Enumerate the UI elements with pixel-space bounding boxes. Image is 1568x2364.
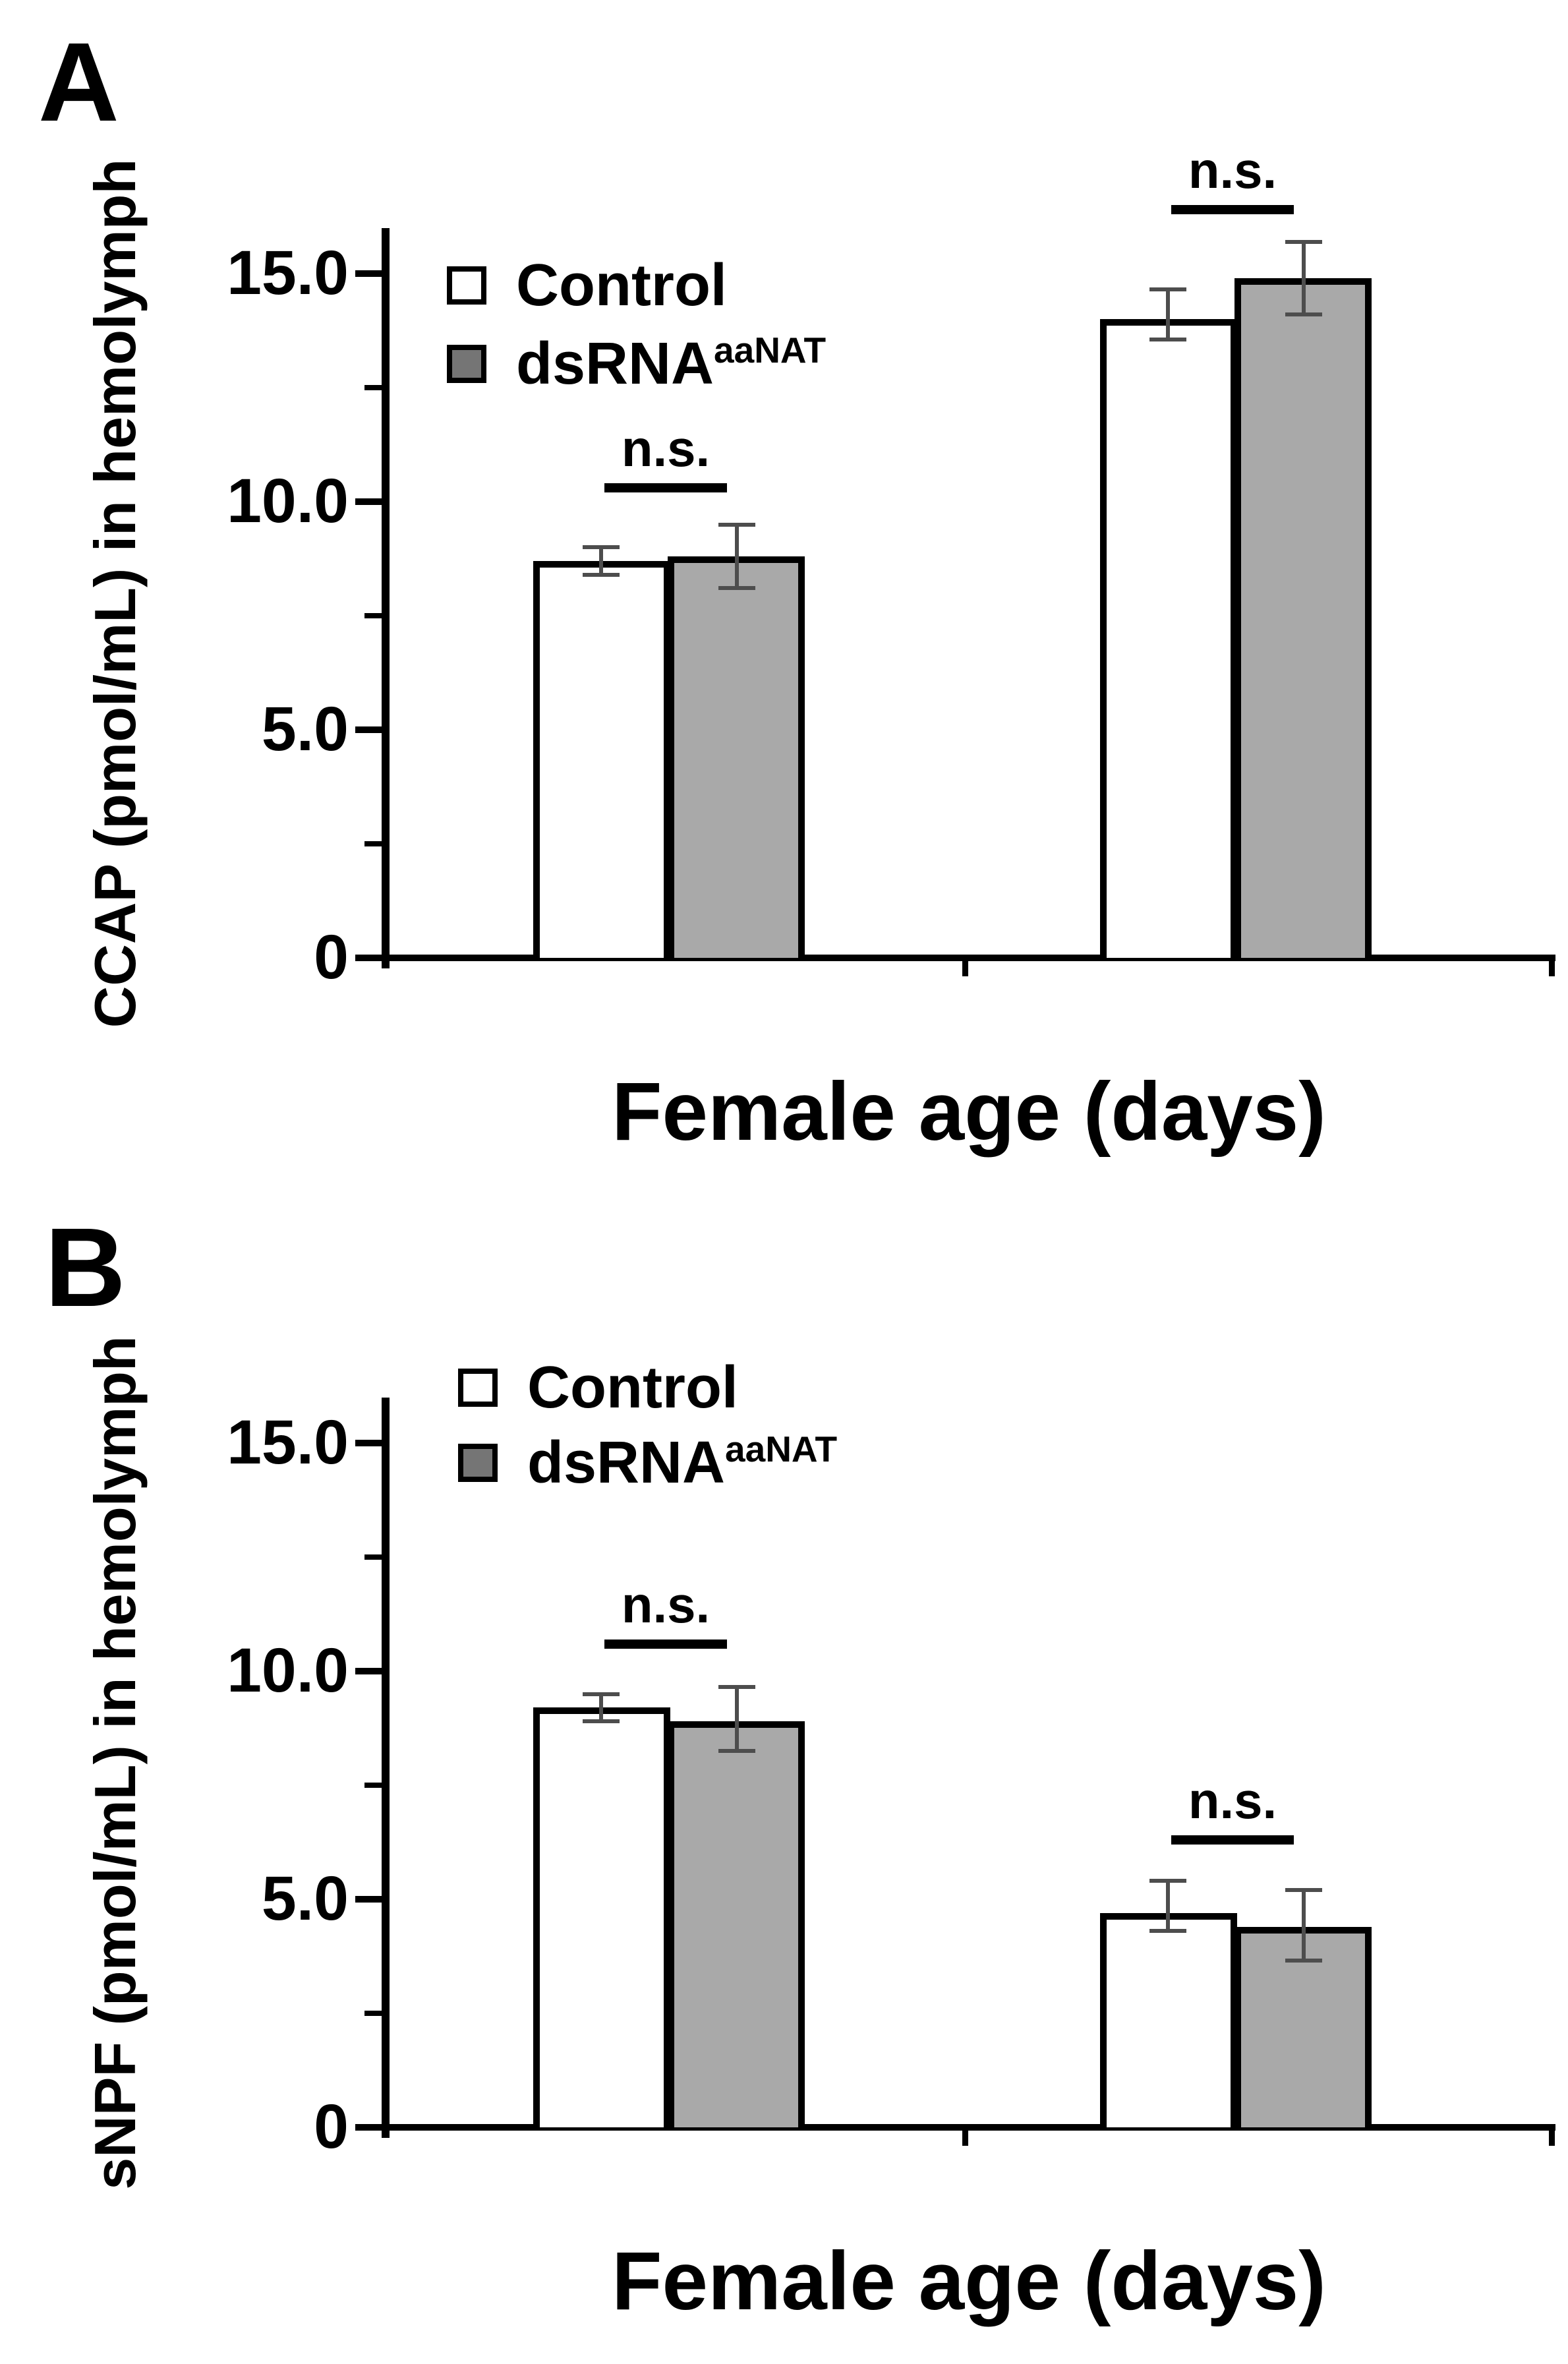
error-bar-cap-bottom <box>583 572 620 577</box>
y-axis-tick-label: 5.0 <box>261 694 349 764</box>
y-axis-minor-tick <box>364 1554 382 1560</box>
panel-a-x-axis-title: Female age (days) <box>612 1066 1326 1158</box>
y-axis-major-tick <box>355 2124 382 2131</box>
y-axis-tick-label: 5.0 <box>261 1864 349 1934</box>
y-axis-major-tick <box>355 955 382 961</box>
legend-label-superscript: aaNAT <box>725 1429 838 1469</box>
legend-swatch-control <box>458 1369 498 1407</box>
legend-swatch-treatment <box>458 1444 498 1482</box>
y-axis-minor-tick <box>364 1783 382 1788</box>
bar-control-day4 <box>533 560 670 958</box>
bar-control-day7 <box>1100 319 1237 958</box>
x-axis-tick <box>962 955 968 976</box>
panel-a-letter: A <box>38 20 119 145</box>
bar-treatment-day4 <box>668 1721 805 2127</box>
panel-b-y-axis-title: sNPF (pmol/mL) in hemolymph <box>82 1336 148 2190</box>
error-bar-line <box>1166 289 1170 340</box>
bar-control-day4 <box>533 1707 670 2127</box>
y-axis-tick-label: 15.0 <box>227 1407 349 1477</box>
x-axis-tick <box>1549 2124 1555 2146</box>
ns-significance-label: n.s. <box>621 419 711 478</box>
ns-significance-bar <box>604 1639 727 1649</box>
ns-significance-bar <box>604 483 727 493</box>
y-axis-major-tick <box>355 1668 382 1674</box>
legend-label-control: Control <box>527 1355 738 1421</box>
error-bar-cap-bottom <box>1285 312 1322 317</box>
error-bar-line <box>1166 1881 1170 1932</box>
y-axis-major-tick <box>355 726 382 733</box>
error-bar-cap-top <box>718 1685 755 1690</box>
ns-significance-bar <box>1171 1835 1294 1845</box>
legend-label-superscript: aaNAT <box>714 330 827 370</box>
error-bar-cap-bottom <box>1149 338 1186 342</box>
error-bar-cap-bottom <box>583 1719 620 1724</box>
y-axis-tick-label: 10.0 <box>227 466 349 536</box>
error-bar-cap-top <box>583 545 620 550</box>
error-bar-line <box>735 524 739 589</box>
error-bar-cap-top <box>718 522 755 527</box>
ns-significance-label: n.s. <box>1188 141 1277 200</box>
ns-significance-label: n.s. <box>1188 1771 1277 1830</box>
error-bar-cap-top <box>1149 287 1186 292</box>
y-axis-major-tick <box>355 270 382 277</box>
y-axis-line <box>382 227 390 968</box>
error-bar-line <box>599 547 603 575</box>
ns-significance-bar <box>1171 205 1294 215</box>
error-bar-cap-bottom <box>718 586 755 591</box>
error-bar-cap-bottom <box>1149 1929 1186 1934</box>
error-bar-line <box>735 1687 739 1752</box>
y-axis-major-tick <box>355 1896 382 1903</box>
error-bar-cap-top <box>1285 1888 1322 1893</box>
error-bar-line <box>1302 241 1306 315</box>
error-bar-cap-top <box>1285 239 1322 244</box>
ns-significance-label: n.s. <box>621 1575 711 1634</box>
y-axis-line <box>382 1397 390 2138</box>
y-axis-major-tick <box>355 1440 382 1446</box>
y-axis-tick-label: 0 <box>314 2092 349 2162</box>
x-axis-tick <box>1549 955 1555 976</box>
x-axis-tick <box>962 2124 968 2146</box>
y-axis-minor-tick <box>364 841 382 846</box>
x-axis-line <box>382 955 1555 961</box>
x-axis-line <box>382 2124 1555 2131</box>
bar-treatment-day7 <box>1234 278 1372 958</box>
legend-label-treatment: dsRNAaaNAT <box>527 1429 838 1496</box>
panel-b-x-axis-title: Female age (days) <box>612 2235 1326 2327</box>
legend-swatch-treatment <box>447 345 486 383</box>
panel-a-y-axis-title: CCAP (pmol/mL) in hemolymph <box>82 158 148 1028</box>
legend-label-treatment: dsRNAaaNAT <box>516 330 827 397</box>
y-axis-minor-tick <box>364 2011 382 2016</box>
error-bar-cap-top <box>583 1692 620 1696</box>
bar-treatment-day4 <box>668 556 805 958</box>
legend-swatch-control <box>447 266 486 305</box>
bar-control-day7 <box>1100 1912 1237 2127</box>
error-bar-line <box>1302 1890 1306 1961</box>
error-bar-cap-top <box>1149 1879 1186 1883</box>
error-bar-cap-bottom <box>1285 1959 1322 1963</box>
error-bar-cap-bottom <box>718 1749 755 1754</box>
y-axis-tick-label: 15.0 <box>227 238 349 308</box>
y-axis-minor-tick <box>364 613 382 618</box>
y-axis-tick-label: 0 <box>314 922 349 992</box>
legend-label-control: Control <box>516 252 727 318</box>
y-axis-minor-tick <box>364 385 382 390</box>
y-axis-tick-label: 10.0 <box>227 1636 349 1705</box>
panel-b-letter: B <box>45 1205 126 1330</box>
y-axis-major-tick <box>355 498 382 505</box>
error-bar-line <box>599 1694 603 1722</box>
